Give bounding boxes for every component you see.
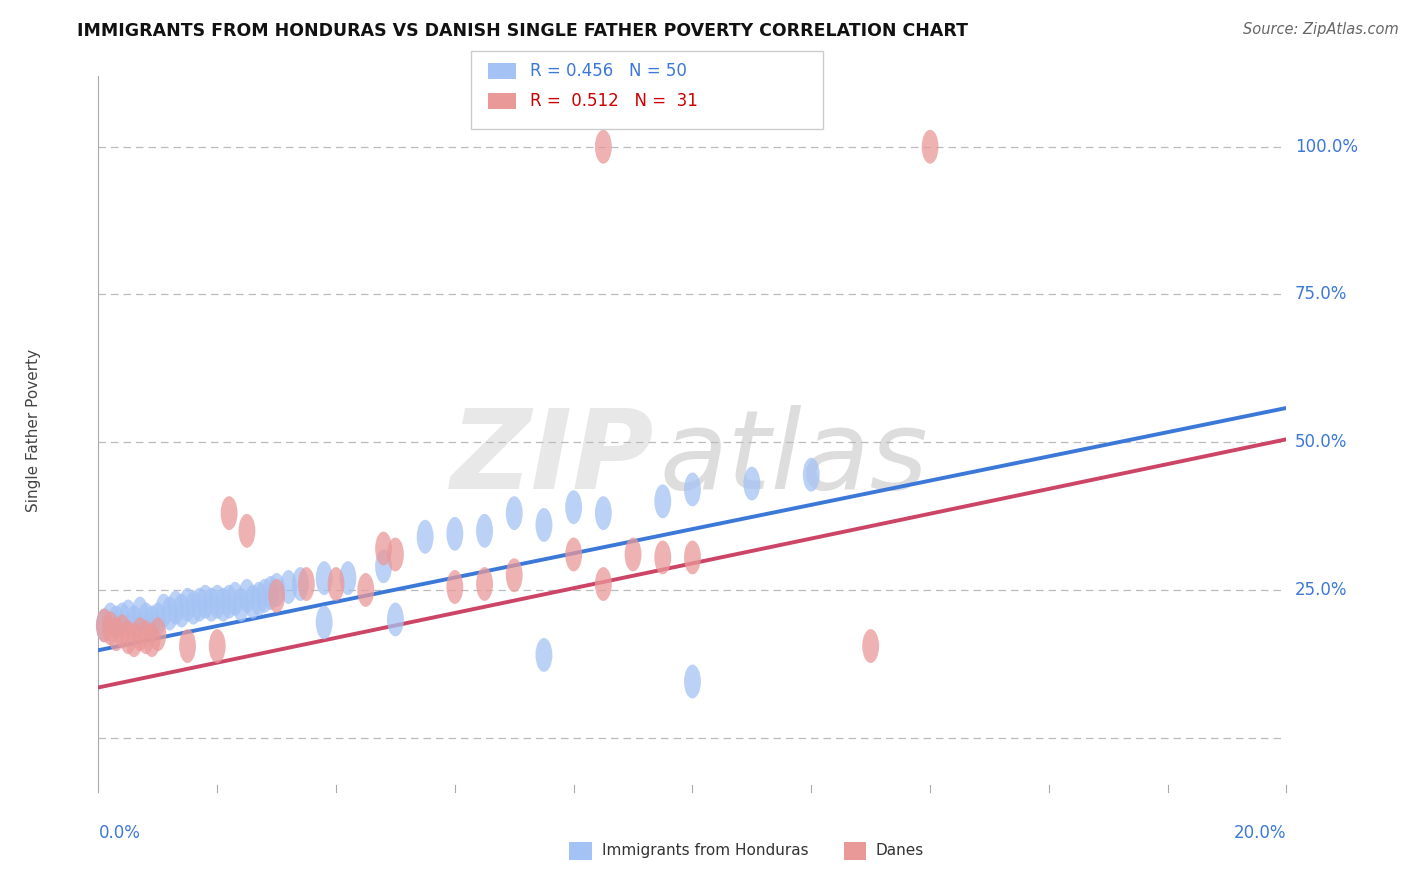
Text: Danes: Danes [876,844,924,858]
Text: R =  0.512   N =  31: R = 0.512 N = 31 [530,92,697,110]
Text: 25.0%: 25.0% [1295,581,1347,599]
Text: R = 0.456   N = 50: R = 0.456 N = 50 [530,62,688,80]
Text: ZIP: ZIP [451,405,654,512]
Text: IMMIGRANTS FROM HONDURAS VS DANISH SINGLE FATHER POVERTY CORRELATION CHART: IMMIGRANTS FROM HONDURAS VS DANISH SINGL… [77,22,969,40]
Text: Immigrants from Honduras: Immigrants from Honduras [602,844,808,858]
Text: 50.0%: 50.0% [1295,434,1347,451]
Text: atlas: atlas [659,405,928,512]
Text: Source: ZipAtlas.com: Source: ZipAtlas.com [1243,22,1399,37]
Text: 0.0%: 0.0% [98,824,141,842]
Text: Single Father Poverty: Single Father Poverty [25,349,41,512]
Text: 100.0%: 100.0% [1295,137,1358,156]
Text: 20.0%: 20.0% [1234,824,1286,842]
Text: 75.0%: 75.0% [1295,285,1347,303]
